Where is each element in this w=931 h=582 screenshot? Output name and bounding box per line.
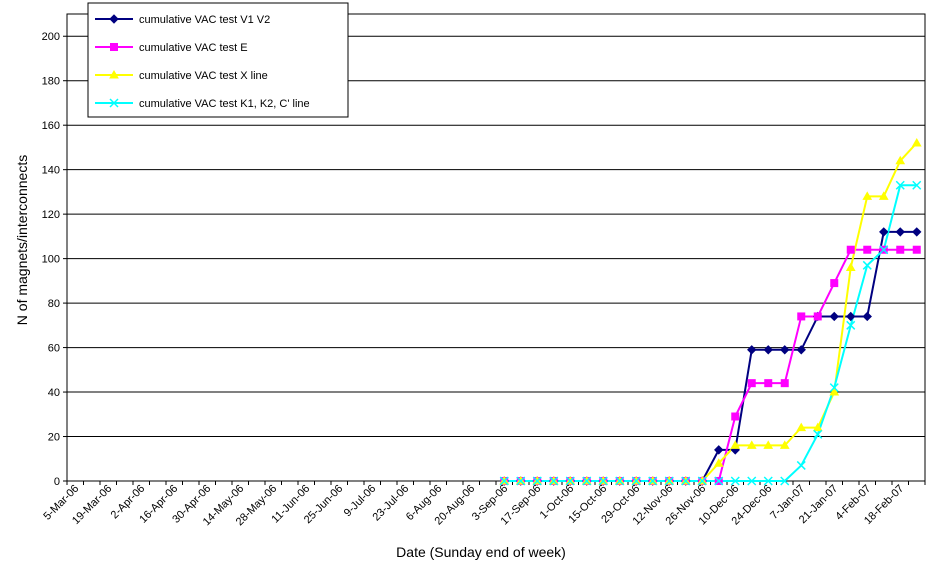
- data-point-series-2: [830, 279, 839, 288]
- x-tick-label: 23-Jul-06: [370, 483, 411, 524]
- data-point-series-1: [879, 227, 889, 237]
- data-point-series-4: [714, 476, 724, 486]
- legend-marker-4: [109, 98, 119, 108]
- data-point-series-3: [796, 422, 807, 432]
- y-axis-title: N of magnets/interconnects: [14, 155, 30, 325]
- axes: [63, 13, 926, 485]
- data-point-series-2: [813, 312, 822, 321]
- data-point-series-3: [878, 191, 889, 200]
- y-tick-label: 20: [48, 432, 60, 444]
- x-tick-labels: 5-Mar-0619-Mar-062-Apr-0616-Apr-0630-Apr…: [41, 483, 906, 529]
- data-point-series-4: [598, 476, 608, 486]
- data-point-series-4: [829, 383, 839, 393]
- data-point-series-4: [846, 320, 856, 330]
- data-point-series-4: [565, 476, 575, 486]
- series-markers: [499, 137, 922, 486]
- data-point-series-4: [549, 476, 559, 486]
- data-point-series-2: [747, 379, 756, 388]
- y-tick-label: 160: [42, 120, 60, 132]
- data-point-series-2: [731, 412, 740, 421]
- legend-label-3: cumulative VAC test X line: [139, 70, 268, 82]
- data-point-series-1: [912, 227, 922, 237]
- data-point-series-4: [895, 180, 905, 190]
- data-point-series-1: [763, 345, 773, 355]
- data-point-series-3: [812, 422, 823, 432]
- data-point-series-4: [499, 476, 509, 486]
- y-tick-label: 80: [48, 298, 60, 310]
- data-point-series-2: [797, 312, 806, 321]
- data-point-series-1: [862, 311, 872, 322]
- y-tick-label: 200: [42, 31, 60, 43]
- data-point-series-1: [714, 445, 724, 455]
- data-point-series-3: [829, 387, 840, 396]
- data-point-series-4: [631, 476, 641, 486]
- legend-marker-2: [110, 43, 118, 51]
- data-point-series-4: [648, 476, 658, 486]
- x-axis-title: Date (Sunday end of week): [396, 544, 566, 560]
- data-point-series-3: [862, 191, 873, 200]
- data-point-series-2: [896, 245, 905, 254]
- y-tick-label: 0: [54, 476, 60, 488]
- y-tick-labels: 0 20 40 60 80 100 120 140 160 180 200: [42, 31, 60, 488]
- data-point-series-4: [532, 476, 542, 486]
- y-tick-label: 40: [48, 387, 60, 399]
- data-point-series-4: [912, 180, 922, 190]
- legend-label-1: cumulative VAC test V1 V2: [139, 14, 270, 26]
- data-point-series-4: [813, 429, 823, 439]
- data-point-series-4: [615, 476, 625, 486]
- data-point-series-4: [516, 476, 526, 486]
- data-point-series-2: [846, 245, 855, 254]
- data-point-series-3: [845, 262, 856, 272]
- data-point-series-3: [895, 155, 906, 165]
- data-point-series-3: [730, 440, 741, 449]
- data-point-series-3: [779, 440, 790, 449]
- data-point-series-2: [912, 245, 921, 254]
- data-point-series-3: [763, 440, 774, 449]
- data-point-series-4: [747, 476, 757, 486]
- legend-marker-1: [109, 14, 119, 24]
- y-tick-label: 120: [42, 209, 60, 221]
- data-point-series-4: [681, 476, 691, 486]
- y-tick-label: 100: [42, 254, 60, 266]
- data-point-series-1: [780, 345, 790, 355]
- y-tick-label: 180: [42, 76, 60, 88]
- data-point-series-1: [829, 311, 839, 322]
- legend-label-4: cumulative VAC test K1, K2, C' line: [139, 98, 310, 110]
- data-point-series-2: [863, 245, 872, 254]
- data-point-series-4: [664, 476, 674, 486]
- legend-marker-3: [109, 69, 119, 79]
- data-point-series-3: [746, 440, 757, 449]
- data-point-series-1: [846, 311, 856, 322]
- legend: cumulative VAC test V1 V2 cumulative VAC …: [87, 2, 349, 118]
- data-point-series-4: [796, 460, 806, 470]
- legend-label-2: cumulative VAC test E: [139, 42, 248, 54]
- data-point-series-4: [763, 476, 773, 486]
- data-point-series-1: [796, 345, 806, 355]
- y-tick-label: 140: [42, 165, 60, 177]
- data-point-series-4: [730, 476, 740, 486]
- data-point-series-4: [780, 476, 790, 486]
- data-point-series-4: [582, 476, 592, 486]
- y-tick-label: 60: [48, 343, 60, 355]
- data-point-series-4: [879, 245, 889, 255]
- legend-box: [87, 2, 349, 118]
- legend-items: cumulative VAC test V1 V2 cumulative VAC …: [95, 14, 310, 110]
- data-point-series-3: [713, 458, 724, 467]
- data-point-series-4: [862, 260, 872, 270]
- data-point-series-4: [697, 476, 707, 486]
- data-point-series-1: [895, 227, 905, 237]
- data-point-series-1: [747, 345, 757, 355]
- data-point-series-3: [911, 137, 922, 147]
- data-point-series-2: [764, 379, 773, 388]
- data-point-series-2: [780, 379, 789, 388]
